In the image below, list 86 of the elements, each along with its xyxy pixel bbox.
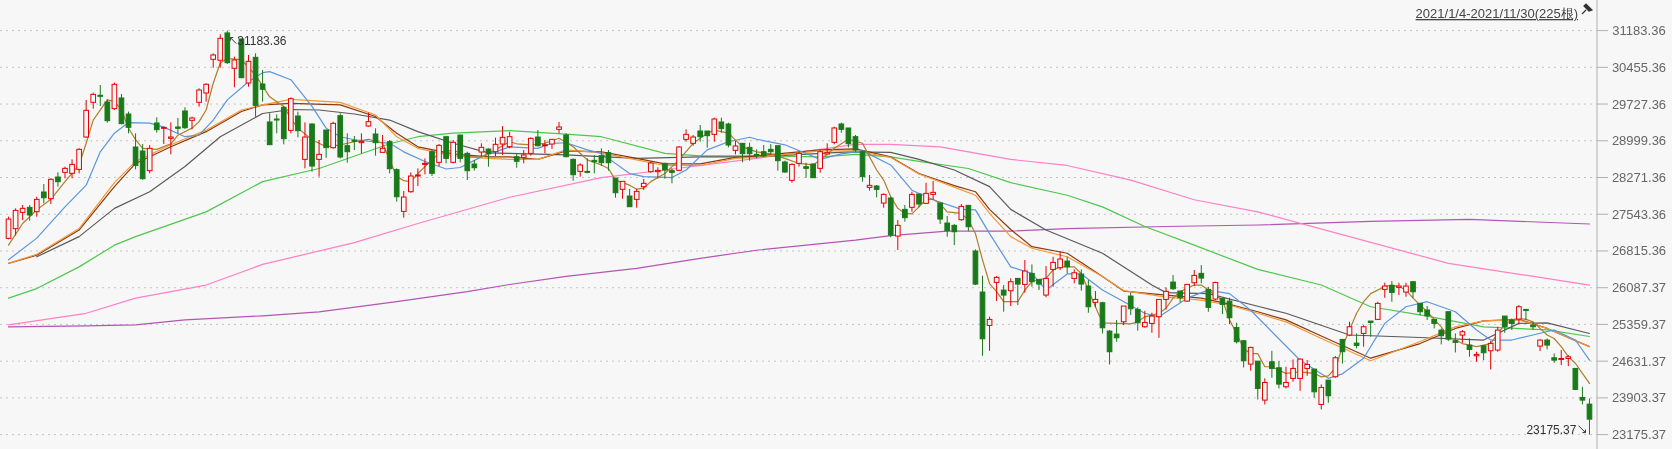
candlestick: [302, 121, 308, 169]
candlestick: [556, 121, 562, 134]
candlestick: [1283, 366, 1289, 389]
y-tick-label: 31183.36: [1612, 23, 1666, 39]
y-tick-label: 27543.36: [1611, 206, 1667, 222]
line-series: [7, 218, 1591, 328]
candlestick: [1000, 284, 1007, 313]
candlestick: [372, 127, 379, 157]
candlestick: [1311, 368, 1318, 399]
candlestick: [612, 177, 619, 199]
candlestick: [1523, 308, 1529, 321]
candlestick: [986, 316, 993, 352]
candlestick: [146, 144, 153, 174]
candlestick: [633, 188, 640, 209]
candlestick: [1325, 379, 1332, 404]
candlestick: [711, 117, 718, 143]
y-tick-label: 23903.37: [1611, 390, 1667, 406]
candlestick: [993, 275, 1000, 302]
candlestick: [1261, 377, 1268, 405]
candlestick: [1586, 397, 1593, 436]
candlestick: [48, 177, 54, 205]
candlestick: [676, 145, 682, 172]
candlestick: [1120, 305, 1127, 326]
candlestick: [485, 147, 492, 168]
candlestick: [1205, 286, 1212, 313]
y-tick-label: 26087.37: [1611, 280, 1667, 296]
candlestick: [1134, 306, 1141, 332]
candlestick: [1516, 304, 1522, 324]
candlestick: [231, 56, 238, 88]
candlestick: [40, 183, 47, 204]
y-tick-label: 23175.37: [1611, 427, 1667, 443]
candlestick: [1226, 297, 1233, 325]
candlestick: [789, 162, 795, 184]
candlestick: [400, 190, 407, 219]
candlestick: [1318, 383, 1325, 410]
candlestick: [570, 157, 576, 182]
y-tick-label: 30455.36: [1611, 59, 1667, 75]
y-tick-label: 28999.36: [1611, 133, 1667, 149]
candlestick: [125, 111, 132, 134]
candlestick: [965, 204, 972, 232]
candlestick: [1247, 346, 1254, 372]
candlestick: [358, 132, 365, 154]
candlestick: [1466, 337, 1473, 358]
candlestick: [1043, 265, 1049, 298]
candlestick: [316, 139, 322, 178]
candlestick: [909, 191, 915, 213]
candlestick: [97, 84, 104, 107]
y-tick-label: 25359.37: [1611, 316, 1667, 332]
candlestick: [436, 143, 442, 167]
y-tick-label: 29727.36: [1611, 96, 1667, 112]
candlestick: [1452, 332, 1459, 353]
y-tick-label: 24631.37: [1611, 353, 1667, 369]
candlestick: [1389, 280, 1395, 303]
candlestick: [189, 116, 195, 130]
candlestick: [1127, 292, 1134, 316]
candlestick: [1007, 277, 1014, 307]
candlestick: [1339, 338, 1346, 364]
candlestick: [1360, 324, 1367, 348]
candlestick: [1170, 274, 1176, 291]
candlestick: [1078, 268, 1085, 292]
candlestick: [1332, 355, 1339, 379]
candlestick: [443, 136, 449, 164]
annotation: 23175.37: [1526, 422, 1577, 437]
candlestick: [245, 54, 252, 88]
candlestick: [33, 196, 40, 218]
candlestick: [937, 202, 943, 225]
y-tick-label: 28271.36: [1611, 170, 1667, 186]
candlestick: [295, 111, 301, 138]
candlestick: [55, 171, 61, 188]
candlestick: [429, 149, 435, 177]
candlestick: [323, 129, 329, 159]
candlestick: [1198, 264, 1205, 284]
candlestick: [1530, 321, 1536, 331]
candlestick: [104, 98, 111, 124]
candlestick: [902, 204, 908, 223]
candlestick: [1014, 277, 1021, 306]
candlestick: [422, 157, 428, 175]
candlestick: [894, 219, 901, 251]
text: 2021/1/4-2021/11/30(225根): [1415, 6, 1578, 21]
candlestick: [563, 132, 569, 158]
candlestick: [1022, 259, 1028, 294]
candlestick: [527, 136, 534, 157]
candlestick: [1085, 279, 1092, 314]
candlestick: [266, 112, 273, 146]
y-tick-label: 26815.36: [1611, 243, 1667, 259]
candlestick: [168, 121, 174, 155]
